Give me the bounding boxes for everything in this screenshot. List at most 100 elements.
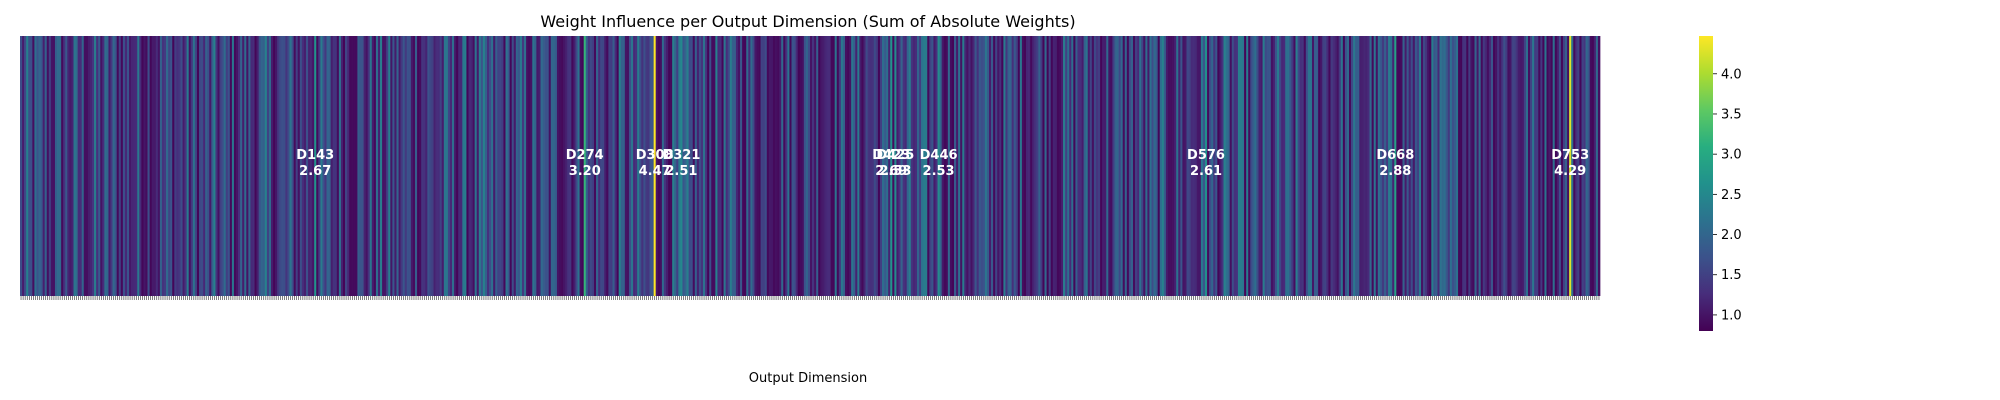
heatmap-cell [573, 36, 576, 296]
heatmap-cell [1135, 36, 1138, 296]
heatmap-cell [1548, 36, 1551, 296]
heatmap-cell [596, 36, 599, 296]
heatmap-cell [355, 36, 358, 296]
heatmap-cell [1239, 36, 1243, 296]
heatmap-cell [250, 36, 253, 296]
heatmap-cell [293, 36, 297, 296]
heatmap-cell [268, 36, 272, 296]
heatmap-cell [116, 36, 120, 296]
heatmap-cell [194, 36, 198, 296]
heatmap-cell [941, 36, 945, 296]
heatmap-cell [610, 36, 613, 296]
heatmap-cell [1145, 36, 1148, 296]
heatmap-cell [713, 36, 716, 296]
heatmap-cell [437, 36, 441, 296]
heatmap-cell [1501, 36, 1504, 296]
heatmap-cell [775, 36, 778, 296]
heatmap-cell [1196, 36, 1200, 296]
heatmap-cell [1369, 36, 1372, 296]
heatmap-cell [733, 36, 737, 296]
heatmap-cell [1293, 36, 1296, 296]
heatmap-cell [628, 36, 632, 296]
heatmap-cell [861, 36, 864, 296]
heatmap-cell [211, 36, 214, 296]
heatmap-cell [326, 36, 329, 296]
annotation-dim-label: D423 [872, 148, 910, 163]
heatmap-cell [1190, 36, 1194, 296]
heatmap-cell [351, 36, 354, 296]
heatmap-cell [587, 36, 591, 296]
heatmap-cell [1412, 36, 1416, 296]
heatmap-cell [643, 36, 646, 296]
heatmap-cell [1106, 36, 1109, 296]
heatmap-cell [993, 36, 996, 296]
heatmap-cell [295, 36, 299, 296]
heatmap-cell [1054, 36, 1058, 296]
heatmap-cell [1159, 36, 1163, 296]
heatmap-cell [1484, 36, 1488, 296]
heatmap-cell [657, 36, 661, 296]
heatmap-cell [1470, 36, 1473, 296]
heatmap-cell [1509, 36, 1512, 296]
heatmap-cell [429, 36, 432, 296]
heatmap-cell [552, 36, 556, 296]
heatmap-cell [756, 36, 759, 296]
heatmap-cell [1390, 36, 1393, 296]
heatmap-cell [1396, 36, 1399, 296]
heatmap-cell [1213, 36, 1216, 296]
heatmap-cell [700, 36, 704, 296]
heatmap-cell [347, 36, 350, 296]
heatmap-cell [415, 36, 418, 296]
heatmap-cell [248, 36, 251, 296]
heatmap-cell [1277, 36, 1280, 296]
x-tick-marks [20, 296, 1600, 300]
heatmap-cell [131, 36, 134, 296]
heatmap-cell [153, 36, 157, 296]
heatmap-cell [410, 36, 414, 296]
heatmap-cell [310, 36, 313, 296]
heatmap-cell [972, 36, 975, 296]
heatmap-cell [898, 36, 901, 296]
heatmap-cell [849, 36, 852, 296]
heatmap-cell [951, 36, 955, 296]
heatmap-cell [114, 36, 118, 296]
heatmap-cell [124, 36, 128, 296]
heatmap-cell [1147, 36, 1150, 296]
heatmap-cell [273, 36, 276, 296]
heatmap-cell [1441, 36, 1444, 296]
heatmap-cell [602, 36, 605, 296]
heatmap-cell [143, 36, 146, 296]
heatmap-cell [50, 36, 54, 296]
heatmap-cell [1433, 36, 1436, 296]
heatmap-cell [1437, 36, 1440, 296]
heatmap-cell [1558, 36, 1562, 296]
heatmap-cell [445, 36, 449, 296]
heatmap-cell [1486, 36, 1490, 296]
heatmap-cell [1404, 36, 1407, 296]
heatmap-cell [805, 36, 809, 296]
heatmap-cell [260, 36, 264, 296]
heatmap-cell [1439, 36, 1442, 296]
heatmap-cell [443, 36, 447, 296]
heatmap-cell [252, 36, 255, 296]
heatmap-cell [964, 36, 967, 296]
heatmap-cell [612, 36, 615, 296]
heatmap-cell [1194, 36, 1198, 296]
heatmap-cell [1077, 36, 1080, 296]
heatmap-cell [1569, 36, 1572, 296]
colorbar-tick-label: 3.0 [1721, 148, 1742, 163]
heatmap-cell [844, 36, 848, 296]
heatmap-cell [34, 36, 37, 296]
heatmap-cell [906, 36, 910, 296]
heatmap-cell [108, 36, 111, 296]
heatmap-cell [190, 36, 194, 296]
heatmap-cell [962, 36, 965, 296]
heatmap-cell [832, 36, 836, 296]
heatmap-cell [892, 36, 895, 296]
heatmap-cell [359, 36, 362, 296]
heatmap-cell [1478, 36, 1482, 296]
heatmap-cell [1065, 36, 1068, 296]
heatmap-cell [709, 36, 712, 296]
heatmap-cell [530, 36, 533, 296]
heatmap-cell [215, 36, 218, 296]
